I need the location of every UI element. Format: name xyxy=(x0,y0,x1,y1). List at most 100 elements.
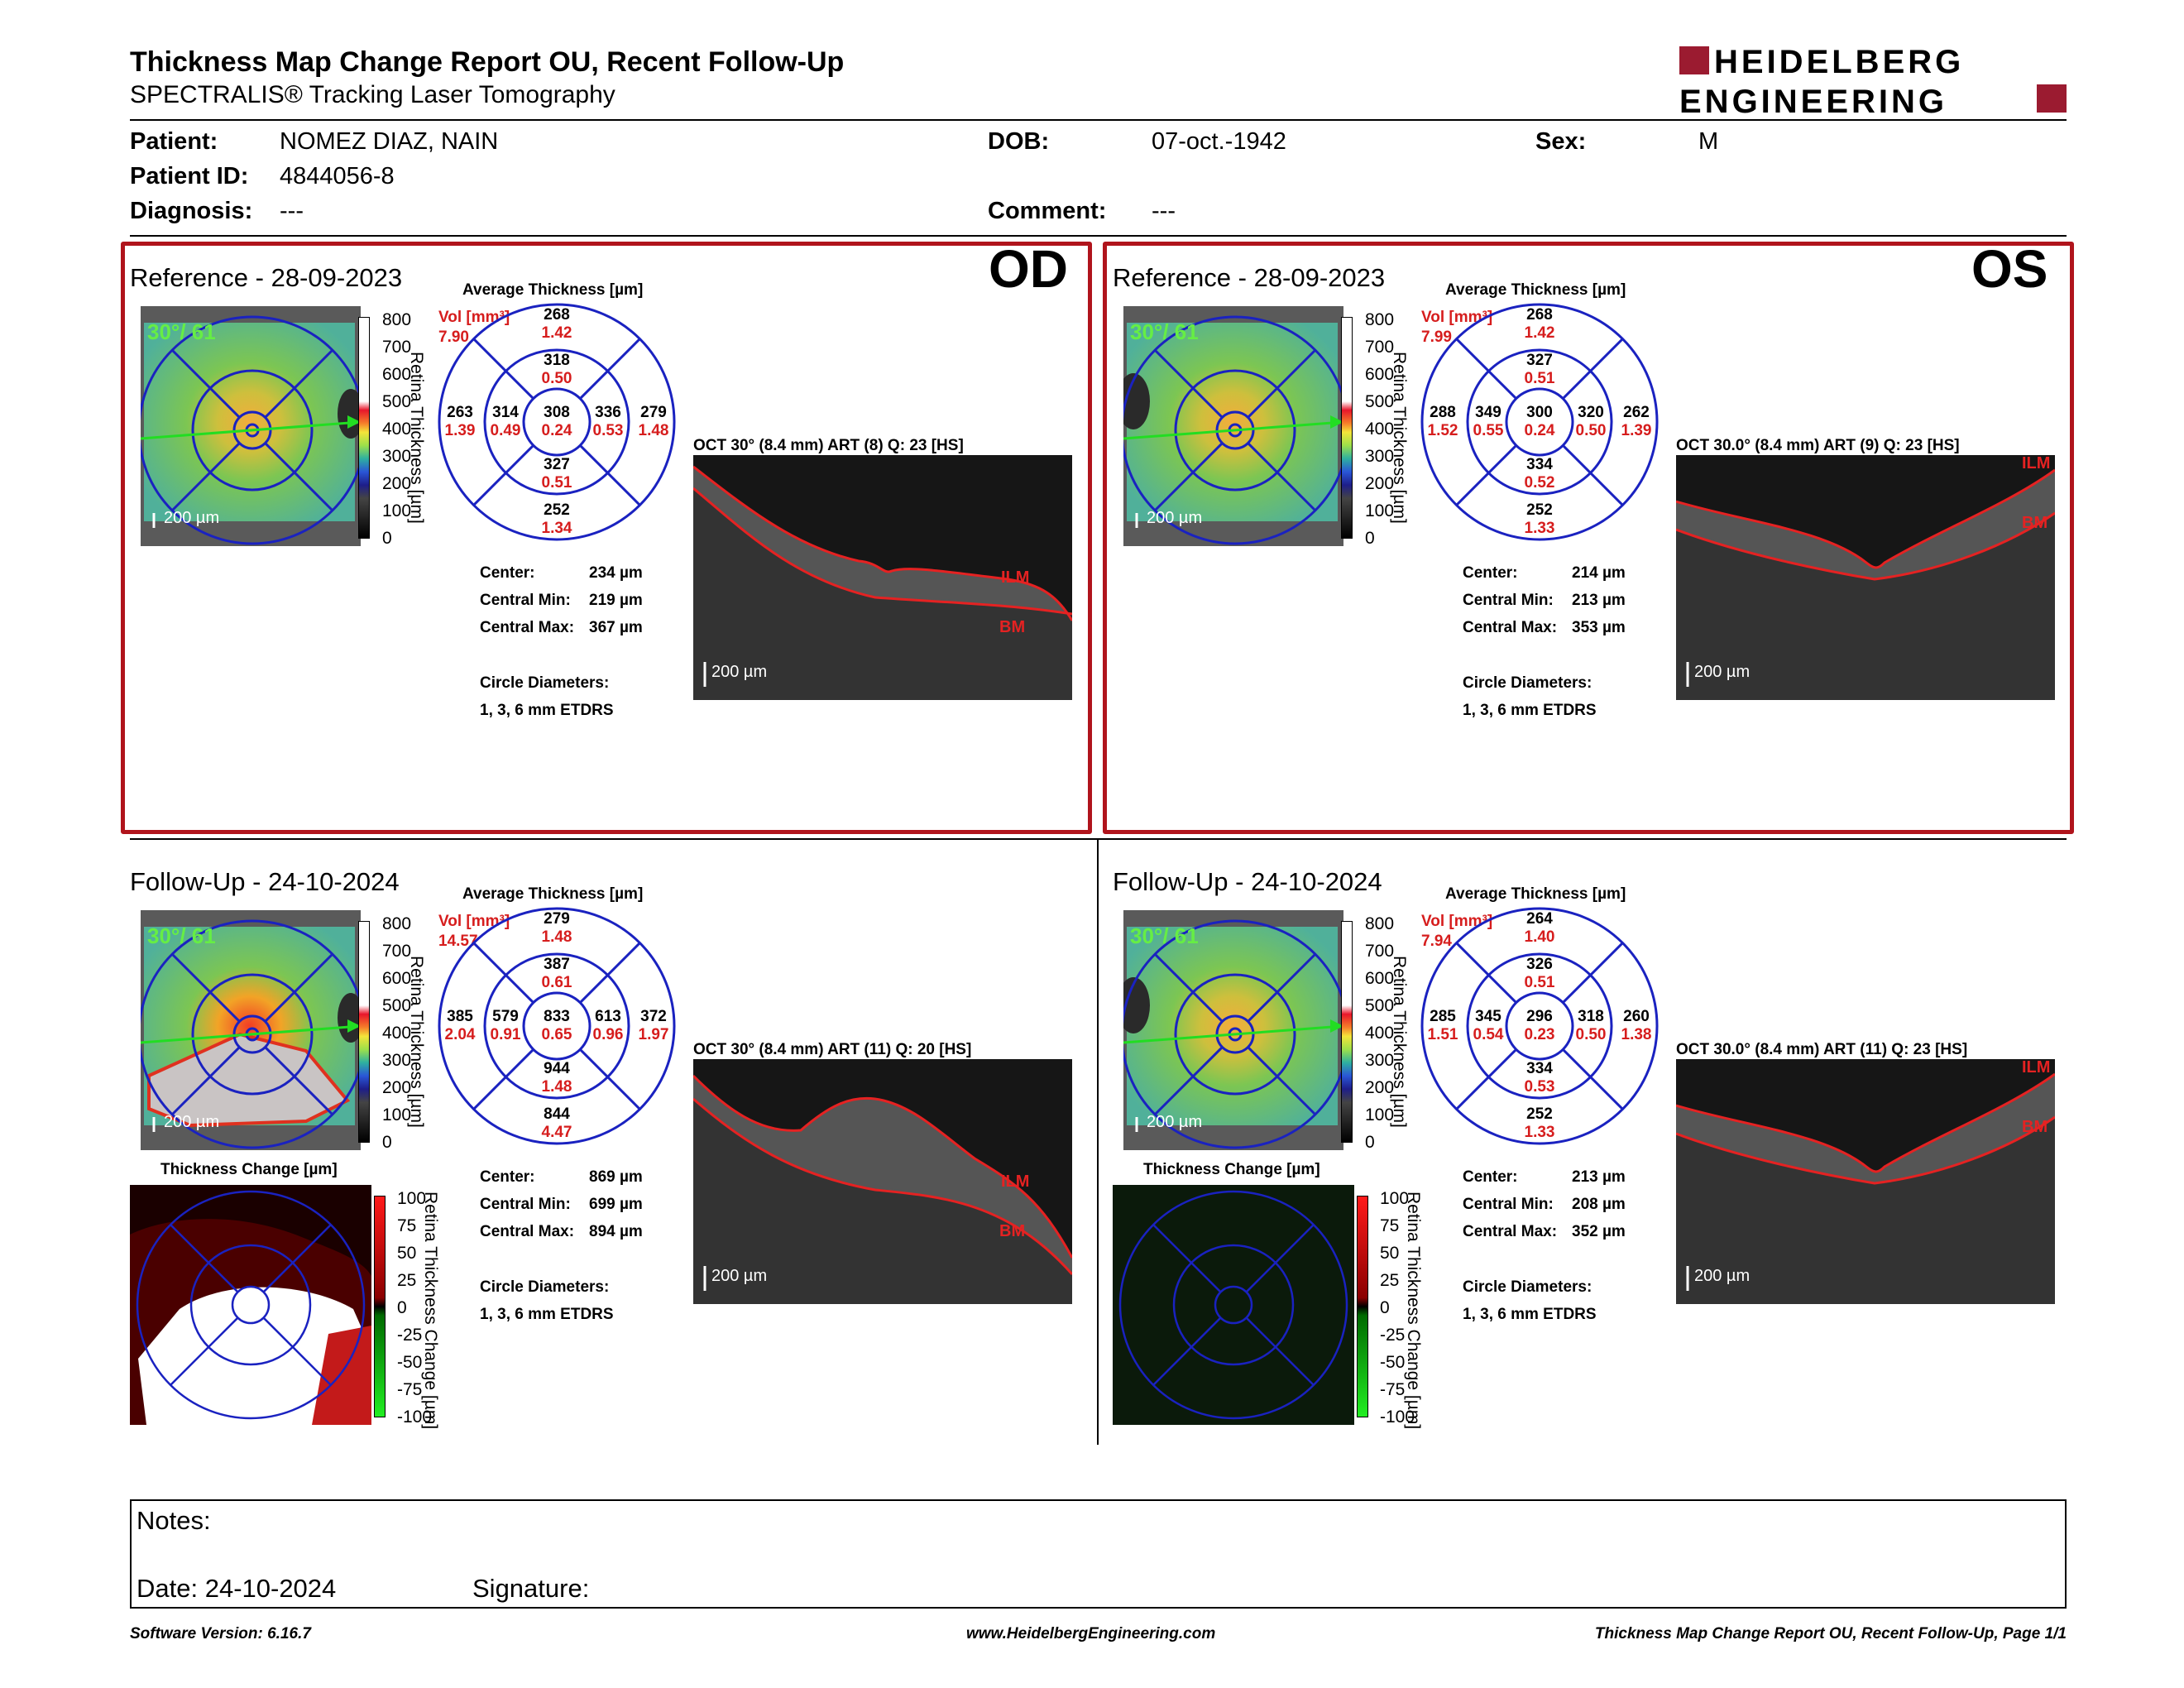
colorbar-tick-label: 100 xyxy=(1365,1105,1395,1125)
etdrs-sector-c: 833 0.65 xyxy=(528,1008,586,1044)
scan-arrow-icon xyxy=(1330,415,1343,429)
colorbar-tick-label: 300 xyxy=(1365,447,1395,466)
sector-thickness: 300 xyxy=(1526,404,1553,421)
notes-box[interactable]: Notes: Date: 24-10-2024 Signature: xyxy=(130,1499,2067,1609)
etdrs-sector-on: 288 1.52 xyxy=(1414,404,1472,440)
etdrs-sector-c: 308 0.24 xyxy=(528,404,586,440)
section-header: Reference - 28-09-2023 xyxy=(130,263,403,292)
oct-scan-label: OCT 30° (8.4 mm) ART (8) Q: 23 [HS] xyxy=(693,437,964,454)
ilm-boundary-line xyxy=(1676,1072,2055,1173)
sector-thickness: 308 xyxy=(544,404,570,421)
change-tick-label: 25 xyxy=(1380,1271,1400,1290)
sector-thickness: 345 xyxy=(1475,1008,1502,1025)
dob-label: DOB: xyxy=(988,128,1050,155)
vol-label: Vol [mm³] xyxy=(438,913,510,930)
sector-volume: 1.52 xyxy=(1427,422,1458,439)
etdrs-sector-ot: 279 1.48 xyxy=(625,404,682,440)
sector-volume: 1.33 xyxy=(1524,1124,1555,1141)
ir-etdrs-outer-circle xyxy=(1123,919,1343,1149)
sector-thickness: 320 xyxy=(1578,404,1604,421)
central-min-value: 699 µm xyxy=(589,1196,643,1213)
sector-volume: 0.96 xyxy=(592,1026,624,1043)
etdrs-center-circle xyxy=(1505,991,1574,1061)
sector-thickness: 334 xyxy=(1526,456,1553,473)
etdrs-sector-is: 387 0.61 xyxy=(528,956,586,992)
etdrs-sector-c: 300 0.24 xyxy=(1511,404,1569,440)
oct-bscan-image: ILM BM 200 µm xyxy=(1676,1059,2055,1304)
sector-thickness: 326 xyxy=(1526,956,1553,973)
sector-volume: 1.42 xyxy=(541,324,572,342)
retina-thickness-change-axis-label: Retina Thickness Change [µm] xyxy=(1404,1192,1423,1430)
central-min-label: Central Min: xyxy=(1463,592,1554,609)
patient-name: NOMEZ DIAZ, NAIN xyxy=(280,128,499,155)
etdrs-middle-ring xyxy=(1466,952,1613,1100)
etdrs-diameters-value: 1, 3, 6 mm ETDRS xyxy=(480,702,614,719)
colorbar-tick-label: 200 xyxy=(382,1078,412,1097)
bm-boundary-line xyxy=(693,1097,1072,1275)
change-tick-label: 0 xyxy=(1380,1298,1390,1317)
center-label: Center: xyxy=(480,564,535,582)
diagnosis-value: --- xyxy=(280,198,304,224)
bm-label: BM xyxy=(2022,514,2048,532)
etdrs-sector-in: 349 0.55 xyxy=(1459,404,1517,440)
etdrs-sector-ot: 262 1.39 xyxy=(1607,404,1665,440)
thickness-change-title: Thickness Change [µm] xyxy=(1143,1161,1320,1178)
colorbar-tick-label: 400 xyxy=(1365,1024,1395,1043)
sector-thickness: 944 xyxy=(544,1060,570,1077)
sector-volume: 0.65 xyxy=(541,1026,572,1043)
sector-volume: 1.40 xyxy=(1524,928,1555,946)
ilm-boundary-line xyxy=(1676,468,2055,569)
colorbar-tick-label: 0 xyxy=(1365,1133,1375,1152)
ir-etdrs-middle-circle xyxy=(1174,973,1296,1096)
colorbar-tick-label: 500 xyxy=(1365,392,1395,411)
change-tick-label: 25 xyxy=(397,1271,417,1290)
center-value: 869 µm xyxy=(589,1168,643,1186)
ilm-label: ILM xyxy=(2022,1059,2050,1077)
ir-fundus-image: 30°/ 61 200 µm xyxy=(1123,306,1343,546)
etdrs-sector-is: 326 0.51 xyxy=(1511,956,1569,992)
sector-volume: 4.47 xyxy=(541,1124,572,1141)
circle-diameters-label: Circle Diameters: xyxy=(480,674,610,692)
etdrs-sector-ii: 944 1.48 xyxy=(528,1060,586,1096)
colorbar-tick-label: 600 xyxy=(382,365,412,384)
colorbar-tick-label: 0 xyxy=(382,529,392,548)
etdrs-sector-on: 385 2.04 xyxy=(431,1008,489,1044)
os-ref-section: Reference - 28-09-2023OSIR 30° ART [HS]3… xyxy=(983,0,2075,719)
sector-volume: 0.50 xyxy=(541,370,572,387)
sector-thickness: 268 xyxy=(1526,306,1553,324)
retina-thickness-change-axis-label: Retina Thickness Change [µm] xyxy=(421,1192,440,1430)
central-max-label: Central Max: xyxy=(1463,619,1558,636)
central-max-label: Central Max: xyxy=(1463,1223,1558,1240)
vol-total: 7.90 xyxy=(438,328,469,346)
colorbar-tick-label: 600 xyxy=(1365,969,1395,988)
colorbar-tick-label: 600 xyxy=(382,969,412,988)
change-tick-label: -50 xyxy=(397,1353,423,1372)
etdrs-sector-oi: 844 4.47 xyxy=(528,1105,586,1142)
colorbar-tick-label: 800 xyxy=(382,914,412,933)
etdrs-grid-chart xyxy=(1420,303,1659,541)
colorbar-tick-label: 0 xyxy=(1365,529,1375,548)
change-tick-label: 75 xyxy=(397,1216,417,1235)
sector-thickness: 336 xyxy=(595,404,621,421)
logo-line2: ENGINEERING xyxy=(1679,84,1947,117)
central-max-value: 894 µm xyxy=(589,1223,643,1240)
ir-fundus-image: 30°/ 61 200 µm xyxy=(141,306,361,546)
colorbar-tick-label: 600 xyxy=(1365,365,1395,384)
website-link[interactable]: www.HeidelbergEngineering.com xyxy=(966,1625,1216,1642)
etdrs-grid-chart xyxy=(438,907,676,1145)
bm-boundary-line xyxy=(1676,511,2055,581)
sector-volume: 0.51 xyxy=(1524,370,1555,387)
colorbar-tick-label: 400 xyxy=(1365,420,1395,439)
vol-total: 14.57 xyxy=(438,933,478,950)
change-tick-label: 100 xyxy=(397,1189,427,1208)
center-label: Center: xyxy=(480,1168,535,1186)
central-max-value: 367 µm xyxy=(589,619,643,636)
sector-thickness: 268 xyxy=(544,306,570,324)
follow-up-divider xyxy=(1097,838,1099,1445)
section-header: Follow-Up - 24-10-2024 xyxy=(1113,867,1382,896)
center-value: 214 µm xyxy=(1572,564,1626,582)
thickness-change-title: Thickness Change [µm] xyxy=(160,1161,338,1178)
vol-label: Vol [mm³] xyxy=(438,309,510,326)
thickness-colorbar xyxy=(1341,921,1353,1143)
etdrs-sector-ii: 334 0.52 xyxy=(1511,456,1569,492)
